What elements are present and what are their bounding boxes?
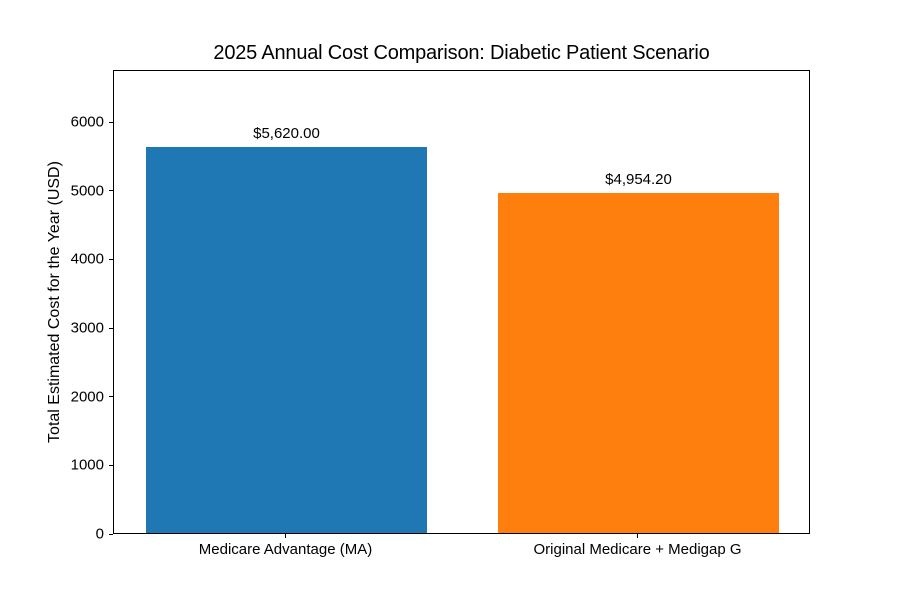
y-tick-label: 3000 xyxy=(70,319,104,337)
y-tick-mark xyxy=(109,327,113,329)
y-tick-label: 1000 xyxy=(70,456,104,474)
y-tick-mark xyxy=(109,533,113,535)
bar-value-label: $5,620.00 xyxy=(253,125,320,143)
y-tick-mark xyxy=(109,121,113,123)
y-tick-mark xyxy=(109,190,113,192)
y-tick-mark xyxy=(109,258,113,260)
y-tick-label: 0 xyxy=(95,525,104,543)
y-tick-mark xyxy=(109,396,113,398)
plot-area: $5,620.00 $4,954.20 xyxy=(113,70,810,534)
chart-title: 2025 Annual Cost Comparison: Diabetic Pa… xyxy=(213,42,710,64)
x-tick-label: Medicare Advantage (MA) xyxy=(198,541,373,558)
x-tick-label: Original Medicare + Medigap G xyxy=(533,541,742,558)
x-tick-mark xyxy=(284,534,286,538)
bar xyxy=(145,147,428,533)
x-tick-mark xyxy=(637,534,638,538)
bar xyxy=(497,192,780,533)
bar-value-label: $4,954.20 xyxy=(605,170,672,188)
y-tick-label: 6000 xyxy=(70,113,104,131)
y-tick-label: 4000 xyxy=(70,250,104,268)
y-tick-label: 5000 xyxy=(70,182,104,200)
y-tick-mark xyxy=(109,464,113,466)
y-tick-label: 2000 xyxy=(70,388,104,406)
